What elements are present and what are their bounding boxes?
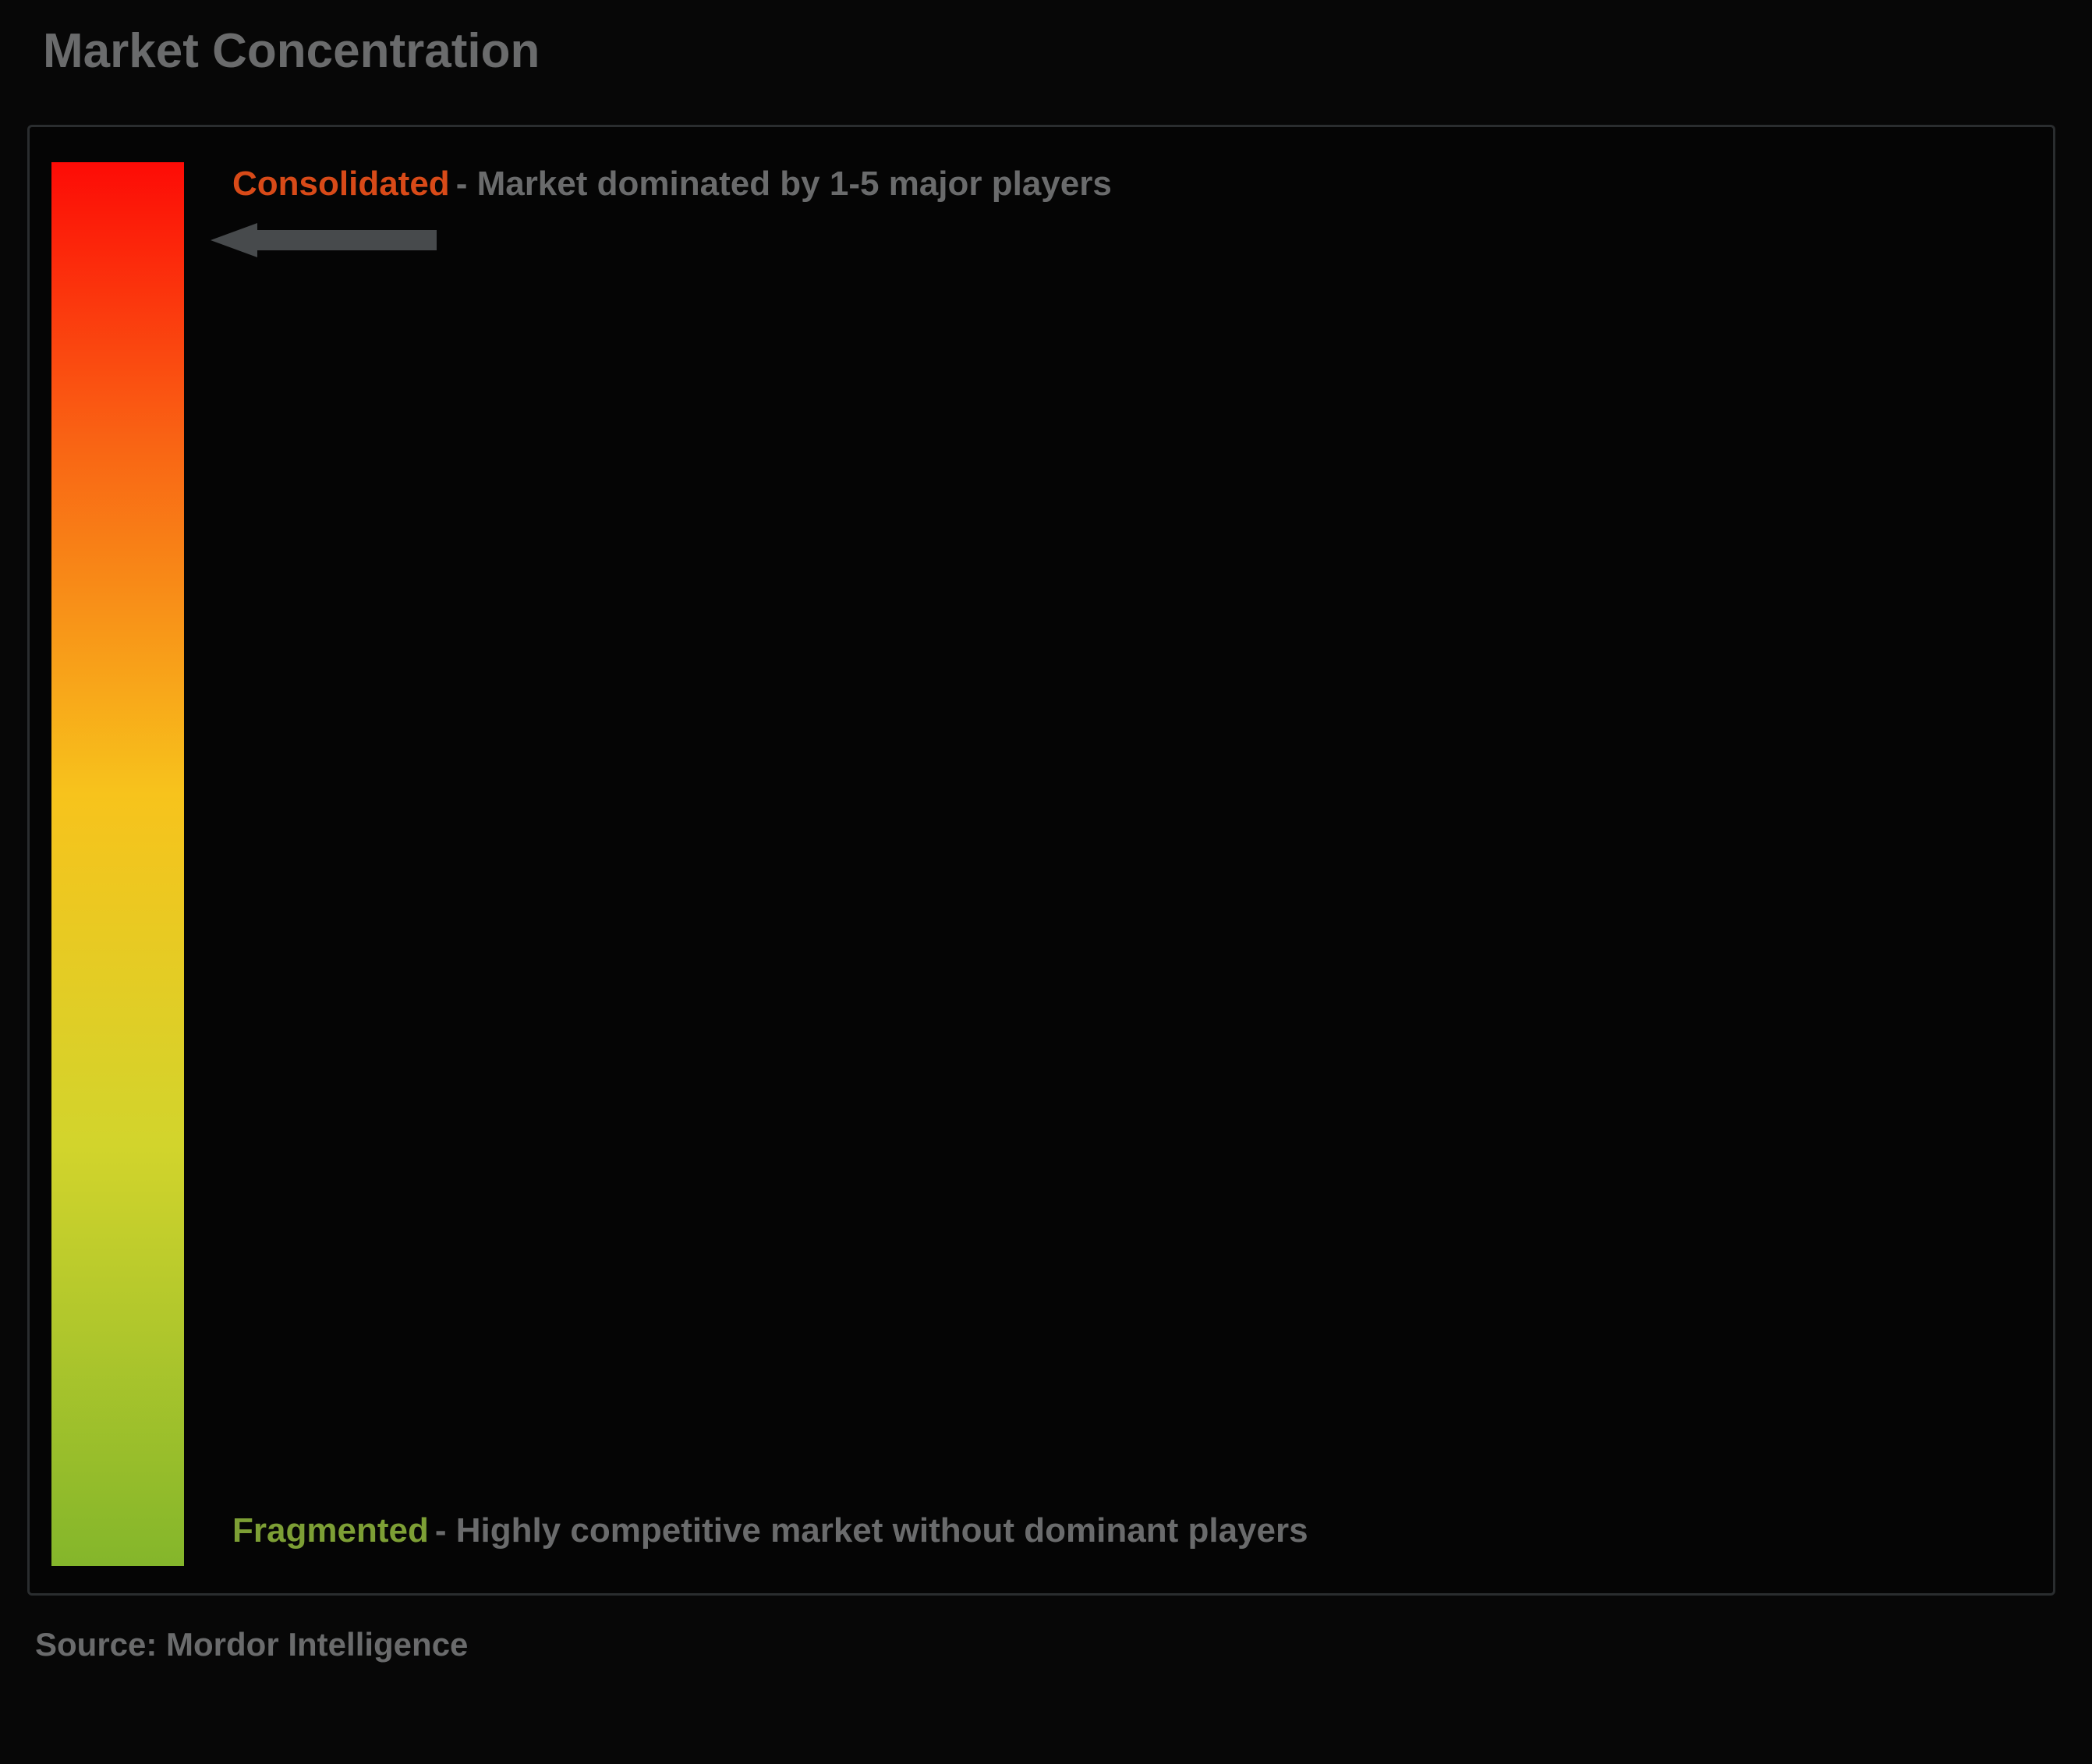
indicator-arrow — [211, 221, 444, 252]
label-fragmented: Fragmented — [232, 1511, 429, 1550]
label-fragmented-row: Fragmented - Highly competitive market w… — [232, 1511, 1308, 1550]
chart-card: Consolidated - Market dominated by 1-5 m… — [27, 125, 2055, 1596]
label-consolidated-desc: - Market dominated by 1-5 major players — [456, 165, 1112, 204]
arrow-left-icon — [211, 221, 444, 260]
label-fragmented-desc: - Highly competitive market without domi… — [435, 1511, 1308, 1550]
chart-frame: Market Concentration Consolidated - Mark… — [0, 0, 2092, 1764]
chart-source: Source: Mordor Intelligence — [35, 1626, 468, 1663]
concentration-gradient-bar — [51, 162, 184, 1566]
chart-title: Market Concentration — [43, 23, 540, 79]
label-consolidated: Consolidated — [232, 165, 450, 204]
label-consolidated-row: Consolidated - Market dominated by 1-5 m… — [232, 165, 1112, 204]
